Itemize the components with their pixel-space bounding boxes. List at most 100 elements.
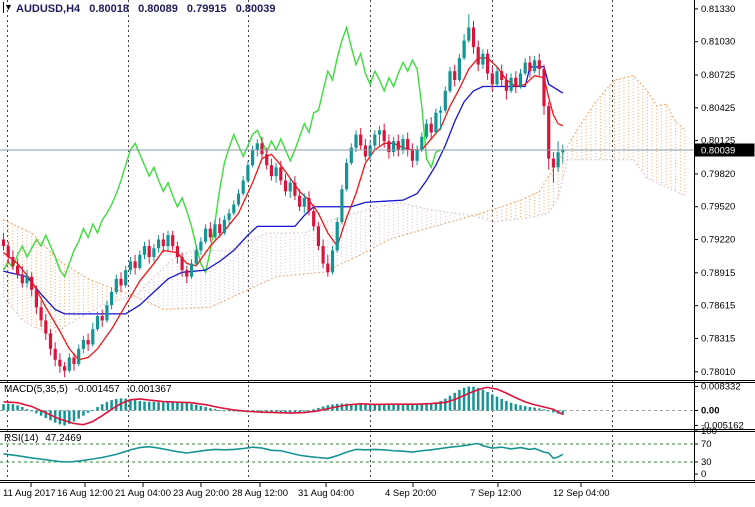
rsi-line [3, 442, 564, 463]
candles-layer [1, 14, 565, 378]
candle [410, 143, 414, 168]
macd-signal-line [3, 386, 564, 426]
candle [269, 158, 273, 181]
axis-label: 0.79820 [701, 169, 735, 180]
candle [481, 49, 485, 70]
candle [1, 232, 6, 251]
candle [236, 189, 241, 207]
candle [467, 14, 471, 43]
macd-value-2: -0.001367 [126, 384, 172, 395]
candle [335, 217, 339, 253]
candle [274, 163, 278, 183]
axis-label: 0.80125 [701, 136, 735, 147]
candle [265, 147, 269, 170]
time-label: 11 Aug 2017 [3, 488, 56, 499]
candle [396, 134, 400, 157]
candle [48, 329, 53, 356]
candle [471, 20, 476, 54]
candle [373, 130, 377, 150]
candle [429, 117, 433, 139]
candle [25, 270, 29, 288]
candle [142, 241, 147, 260]
candle [537, 53, 541, 76]
candle [392, 136, 396, 157]
candle [528, 55, 532, 78]
candle [387, 134, 391, 159]
candle [77, 344, 81, 367]
candle [476, 40, 480, 72]
time-label: 7 Sep 12:00 [470, 488, 521, 499]
axis-label: -0.005162 [701, 420, 744, 431]
candle [11, 250, 15, 271]
candle [443, 86, 447, 113]
candle [110, 287, 114, 310]
price-axis[interactable]: 0.81330 0.81030 0.80725 0.80425 0.80125 0.798… [694, 4, 755, 480]
high-value: 0.80089 [138, 3, 178, 15]
main-chart-layer [1, 14, 686, 378]
axis-label: 0.008332 [701, 381, 741, 392]
candle [34, 285, 38, 314]
time-label: 16 Aug 12:00 [57, 488, 113, 499]
candle [119, 272, 123, 292]
axis-label: 0 [701, 469, 706, 480]
chart-shift-icon[interactable]: ▼ [3, 2, 13, 13]
candle [316, 222, 320, 251]
axis-label: 0.81330 [701, 4, 735, 15]
chikou-span-line [2, 25, 441, 279]
candle [161, 232, 165, 253]
candle [81, 335, 85, 354]
open-value: 0.80018 [89, 3, 130, 15]
axis-label: 30 [701, 457, 712, 468]
ohlc-title-bar: AUDUSD,H4 0.80018 0.80089 0.79915 0.8003… [16, 3, 282, 15]
close-value: 0.80039 [235, 3, 276, 15]
candle [213, 219, 217, 240]
axis-label: 0.78010 [701, 367, 735, 378]
candle [166, 230, 170, 251]
axis-label: 0.78315 [701, 333, 735, 344]
candle [185, 265, 189, 284]
time-label: 23 Aug 20:00 [173, 488, 229, 499]
time-axis[interactable]: 11 Aug 2017 16 Aug 12:00 21 Aug 04:00 23 Au… [3, 483, 610, 499]
candle [16, 259, 20, 279]
candle [147, 239, 151, 264]
candle [222, 215, 226, 236]
candle [171, 230, 175, 251]
candle [246, 160, 250, 183]
candle [30, 272, 34, 297]
candle [189, 259, 194, 279]
candle [312, 204, 316, 231]
candle [382, 123, 386, 148]
candle [124, 265, 128, 288]
current-price-tag [694, 143, 755, 157]
candle [293, 176, 297, 201]
candle [260, 136, 264, 159]
time-label: 12 Sep 04:00 [553, 488, 610, 499]
candle [199, 237, 203, 255]
candle [401, 134, 405, 155]
candle [415, 145, 419, 166]
candle [434, 108, 438, 135]
candle [86, 333, 90, 352]
axis-label: 0.78615 [701, 301, 735, 312]
time-label: 31 Aug 04:00 [298, 488, 354, 499]
candle [133, 254, 137, 275]
candle [67, 353, 71, 373]
candle [453, 64, 457, 87]
axis-label: 0.79520 [701, 202, 735, 213]
time-label: 4 Sep 20:00 [385, 488, 436, 499]
candle [180, 252, 184, 277]
candle [420, 132, 424, 153]
candle [298, 189, 302, 212]
time-label: 21 Aug 04:00 [115, 488, 171, 499]
candle [232, 200, 236, 216]
axis-label: 0.80425 [701, 103, 735, 114]
candle [58, 353, 62, 373]
candle [561, 144, 565, 164]
rsi-value: 47.2469 [45, 433, 82, 444]
candle [44, 313, 48, 341]
axis-label: 0.80039 [701, 146, 735, 157]
candle [241, 176, 245, 196]
candle [359, 128, 363, 150]
